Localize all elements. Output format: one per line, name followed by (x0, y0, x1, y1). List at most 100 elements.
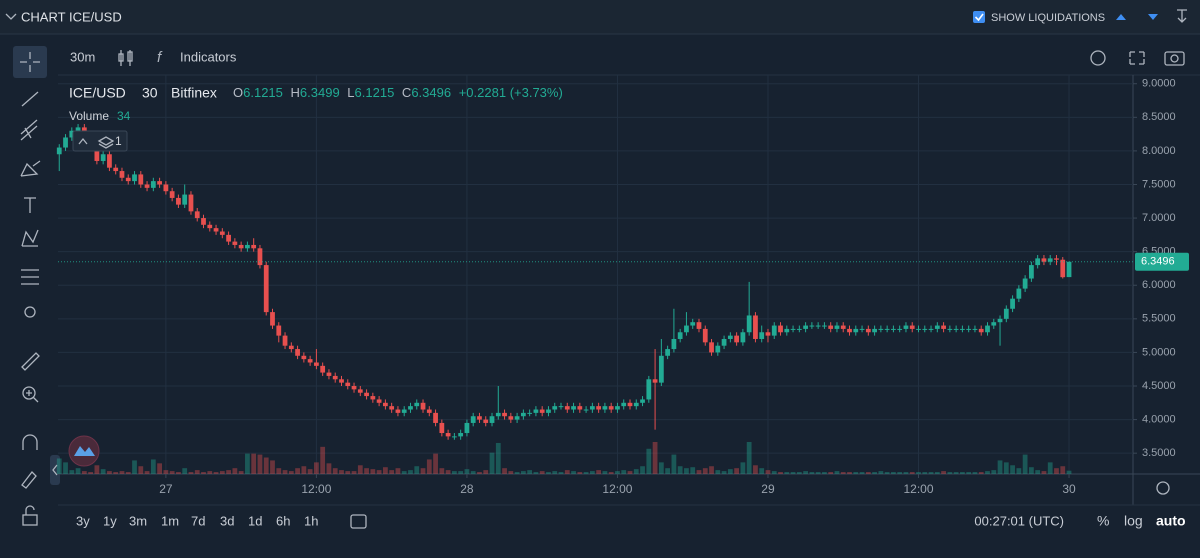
legend-ohlc: O6.1215 H6.3499 L6.1215 C6.3496 +0.2281 … (233, 85, 563, 100)
settings-button[interactable] (1090, 50, 1106, 66)
prediction-tool[interactable] (21, 269, 39, 285)
crosshair-tool[interactable] (20, 52, 40, 72)
volume-bar (753, 465, 758, 474)
screenshot-button[interactable] (1164, 51, 1185, 66)
volume-bar (263, 457, 269, 474)
volume-bar (270, 460, 275, 474)
auto-button[interactable]: auto (1156, 513, 1186, 529)
range-button[interactable]: 3m (129, 513, 147, 528)
candle-body (75, 127, 81, 131)
candle-body (119, 171, 125, 178)
candle-body (245, 244, 250, 249)
fullscreen-button[interactable] (1129, 51, 1145, 65)
volume-bar (88, 472, 93, 474)
candle-body (138, 174, 144, 185)
volume-bar (652, 442, 658, 474)
volume-bar (558, 472, 564, 474)
volume-bar (464, 469, 470, 474)
candle-body (828, 325, 834, 329)
candle-body (226, 234, 231, 242)
volume-bar (81, 471, 87, 474)
candle-body (608, 406, 614, 410)
volume-bar (63, 462, 68, 474)
change-percent: (+3.73%) (510, 85, 563, 100)
stay-draw-tool[interactable] (21, 471, 37, 489)
legend-collapse[interactable] (78, 137, 88, 145)
volume-bar (533, 472, 539, 474)
range-button[interactable]: 1d (248, 513, 262, 528)
candle-body (477, 416, 482, 420)
volume-bar (401, 471, 407, 474)
candle-body (282, 335, 288, 346)
volume-bar (376, 470, 382, 474)
volume-bar (1047, 462, 1053, 474)
volume-bar (840, 472, 846, 474)
liquidations-label[interactable]: SHOW LIQUIDATIONS (991, 12, 1105, 24)
zoom-tool[interactable] (22, 386, 36, 400)
toolbar-toggle-arrow (52, 464, 58, 476)
text-tool[interactable] (24, 197, 36, 213)
candle-body (445, 433, 451, 437)
volume-bar (502, 468, 507, 474)
volume-bar (891, 472, 896, 474)
y-tick-label: 7.5000 (1142, 178, 1176, 190)
percent-button[interactable]: % (1097, 513, 1109, 529)
volume-bar (953, 472, 959, 474)
download[interactable] (1177, 9, 1187, 23)
volume-bar (332, 468, 338, 474)
trendline-tool[interactable] (21, 91, 39, 107)
fib-tool[interactable] (20, 119, 38, 141)
emoji-tool[interactable] (24, 306, 36, 318)
close-value: 6.3496 (411, 85, 451, 100)
toolbar-toggle[interactable] (50, 455, 60, 485)
volume-bar (608, 472, 614, 474)
candle-body (684, 325, 689, 333)
candle-type-icon-body (127, 51, 133, 62)
liquidations-checkbox[interactable] (973, 11, 985, 23)
candle-body (627, 402, 633, 407)
move-down[interactable] (1148, 14, 1158, 20)
magnet-tool[interactable] (22, 434, 38, 450)
log-button[interactable]: log (1124, 513, 1143, 529)
lock-tool[interactable] (22, 514, 38, 526)
volume-bar (727, 469, 733, 474)
candle-body (414, 402, 420, 407)
volume-bar (765, 470, 771, 474)
range-button[interactable]: 1h (304, 513, 318, 528)
volume-bar (56, 458, 62, 474)
collapse-icon[interactable] (5, 13, 17, 20)
tool-selected[interactable] (13, 46, 47, 78)
ruler-tool[interactable] (21, 352, 40, 371)
volume-bar (960, 472, 965, 474)
interval-button[interactable]: 30m (70, 49, 95, 64)
volume-bar (527, 470, 533, 474)
brush-tool[interactable] (20, 160, 41, 177)
volume-bar (213, 472, 219, 474)
range-button[interactable]: 3y (76, 513, 90, 528)
range-button[interactable]: 6h (276, 513, 290, 528)
candle-body (520, 412, 526, 417)
axis-settings[interactable] (1156, 481, 1170, 495)
volume-bar (966, 472, 972, 474)
check-mark (974, 13, 984, 22)
volume-bar (615, 471, 620, 474)
pattern-tool[interactable] (21, 229, 39, 247)
indicators-button[interactable]: Indicators (180, 49, 237, 64)
last-price-label: 6.3496 (1141, 256, 1175, 268)
candle-body (238, 244, 244, 249)
move-up[interactable] (1116, 14, 1126, 20)
date-range-button[interactable] (350, 514, 367, 529)
layers-icon[interactable] (97, 136, 115, 149)
candle-body (715, 345, 721, 353)
range-button[interactable]: 7d (191, 513, 205, 528)
candle-type-icon[interactable] (120, 50, 131, 66)
candle-body (646, 379, 652, 400)
candle-body (433, 412, 438, 423)
range-button[interactable]: 1m (161, 513, 179, 528)
volume-bar (621, 470, 627, 474)
volume-bar (815, 472, 821, 474)
range-button[interactable]: 3d (220, 513, 234, 528)
candle-body (1022, 278, 1028, 289)
range-button[interactable]: 1y (103, 513, 117, 528)
candle-body (1041, 258, 1047, 262)
